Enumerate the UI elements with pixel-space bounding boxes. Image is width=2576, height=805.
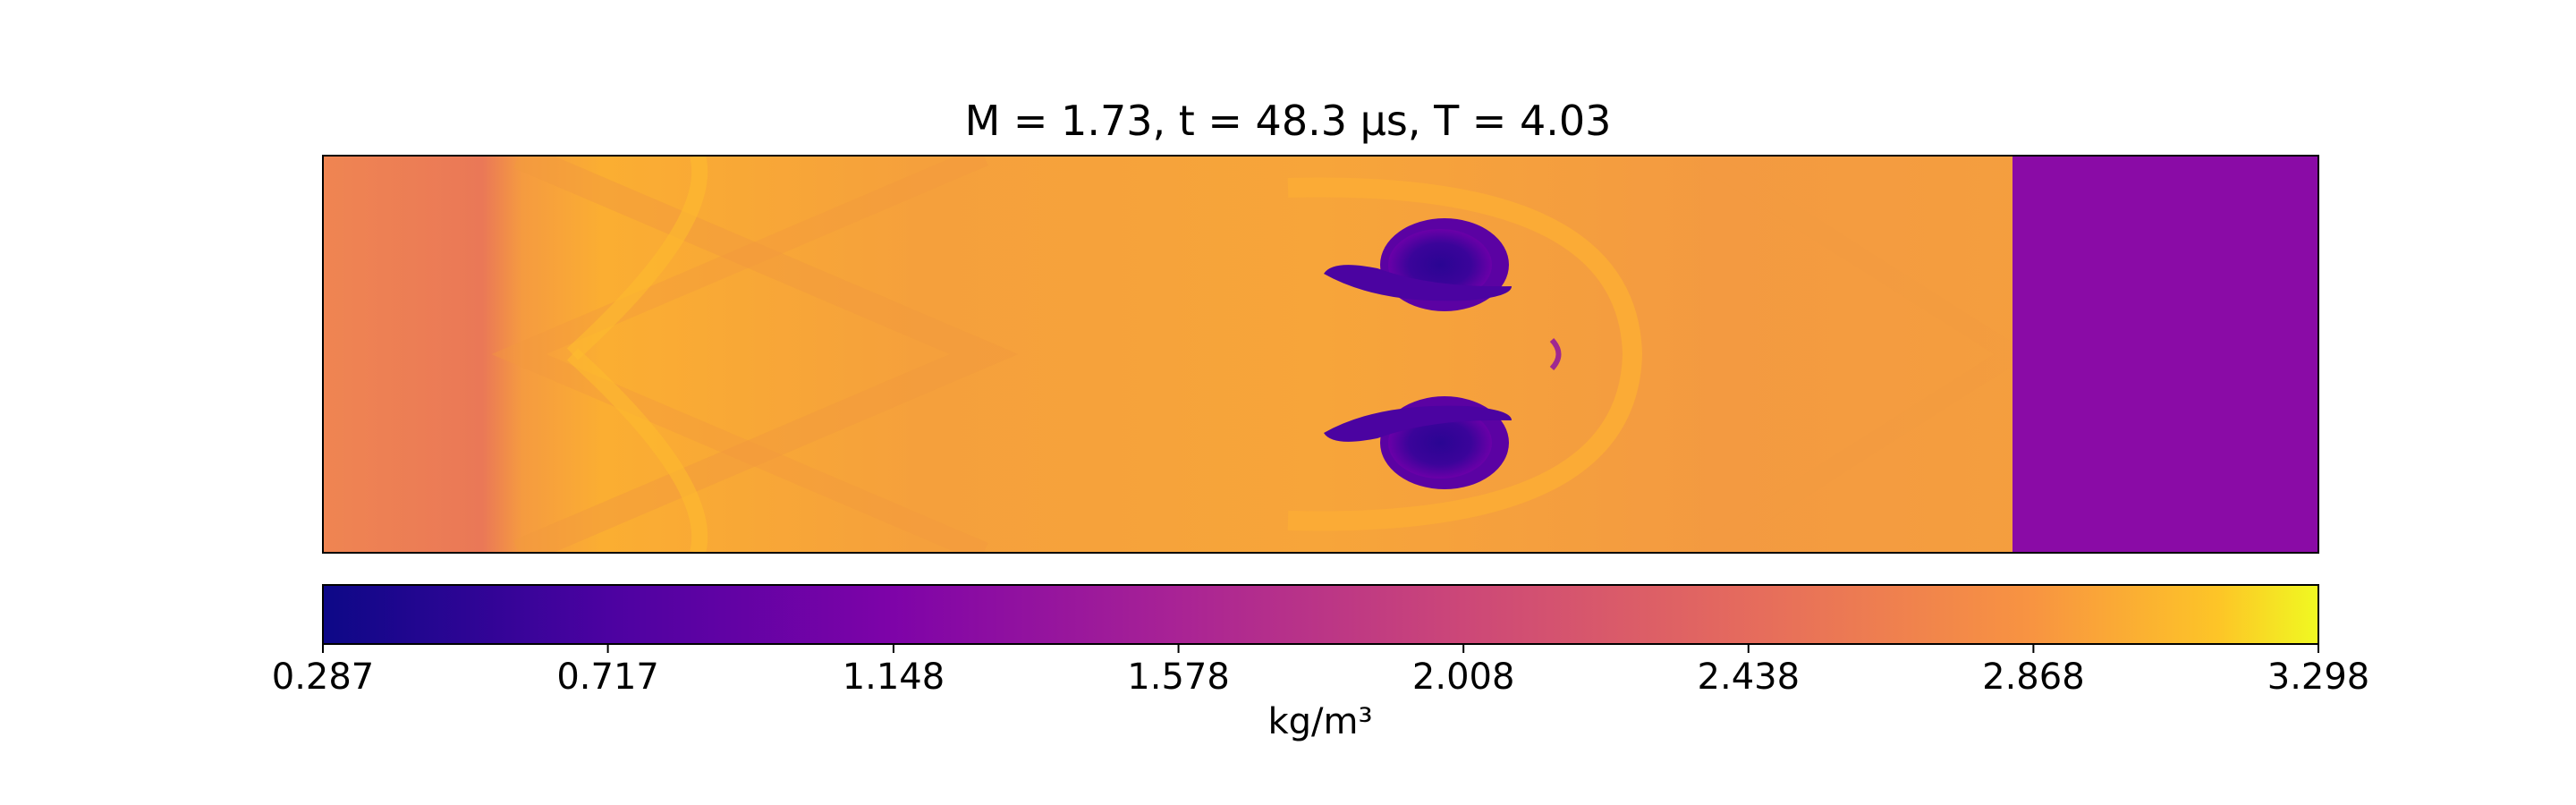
unshocked-region xyxy=(2012,156,2318,553)
colorbar-tick-label: 0.287 xyxy=(271,657,375,698)
colorbar-label: kg/m³ xyxy=(1267,701,1373,742)
chart-title: M = 1.73, t = 48.3 μs, T = 4.03 xyxy=(964,97,1612,145)
lower-vortex-filament xyxy=(1324,405,1512,442)
upper-vortex-filament xyxy=(1324,265,1512,301)
colorbar xyxy=(323,585,2318,644)
colorbar-tick-label: 1.578 xyxy=(1127,657,1230,698)
plot-frame xyxy=(322,155,2319,554)
colorbar-ticks xyxy=(322,644,2319,653)
colorbar-tick-label: 0.717 xyxy=(556,657,659,698)
colorbar-tick-label: 2.008 xyxy=(1411,657,1515,698)
colorbar-tick-label: 3.298 xyxy=(2267,657,2370,698)
colorbar-frame xyxy=(322,584,2319,645)
colorbar-tick-label: 2.868 xyxy=(1982,657,2085,698)
colorbar-tick-label: 1.148 xyxy=(842,657,945,698)
colorbar-tick-label: 2.438 xyxy=(1697,657,1801,698)
